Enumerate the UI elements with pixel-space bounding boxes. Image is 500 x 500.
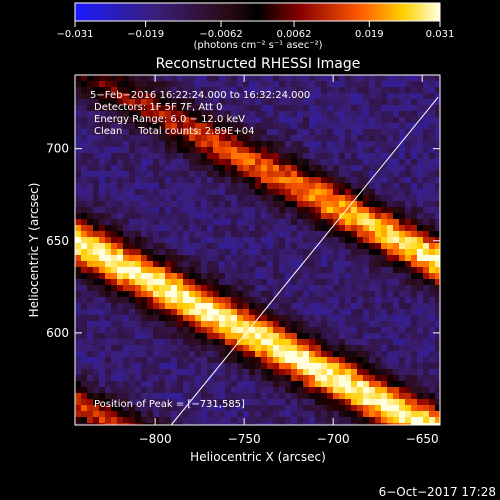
annotation-detectors: Detectors: 1F 5F 7F, Att 0 [94, 102, 222, 113]
plot-area [74, 74, 441, 426]
y-axis-ticks: 600 650 700 [46, 142, 440, 340]
y-axis-label: Heliocentric Y (arcsec) [27, 183, 41, 318]
x-tick-label: −700 [317, 432, 350, 446]
y-tick-label: 700 [46, 142, 69, 156]
colorbar-tick-label: −0.019 [127, 29, 164, 40]
x-axis-label: Heliocentric X (arcsec) [190, 450, 326, 464]
colorbar-tick-label: −0.031 [56, 29, 93, 40]
colorbar-tick-label: 0.0062 [277, 29, 312, 40]
annotation-peak-position: Position of Peak = [−731,585] [94, 399, 245, 410]
x-axis-ticks: −800 −750 −700 −650 [139, 75, 439, 446]
annotation-time-range: 5−Feb−2016 16:22:24.000 to 16:32:24.000 [90, 90, 310, 101]
colorbar-tick-label: 0.031 [426, 29, 455, 40]
x-tick-label: −800 [139, 432, 172, 446]
colorbar-tick-label: −0.0062 [199, 29, 242, 40]
annotation-clean-counts: Clean Total counts: 2.89E+04 [94, 126, 254, 137]
chart-title: Reconstructed RHESSI Image [156, 56, 361, 72]
colorbar-ticks: −0.031 −0.019 −0.0062 0.0062 0.019 0.031 [56, 21, 454, 40]
colorbar-tick-label: 0.019 [355, 29, 384, 40]
solar-limb-line [170, 96, 439, 426]
y-tick-label: 600 [46, 326, 69, 340]
y-tick-label: 650 [46, 234, 69, 248]
x-tick-label: −750 [228, 432, 261, 446]
annotation-energy-range: Energy Range: 6.0 − 12.0 keV [94, 114, 245, 125]
colorbar [74, 2, 441, 22]
colorbar-unit-label: (photons cm⁻² s⁻¹ asec⁻²) [193, 40, 322, 51]
timestamp: 6−Oct−2017 17:28 [379, 485, 496, 499]
x-tick-label: −650 [406, 432, 439, 446]
heatmap-cells [75, 75, 440, 425]
